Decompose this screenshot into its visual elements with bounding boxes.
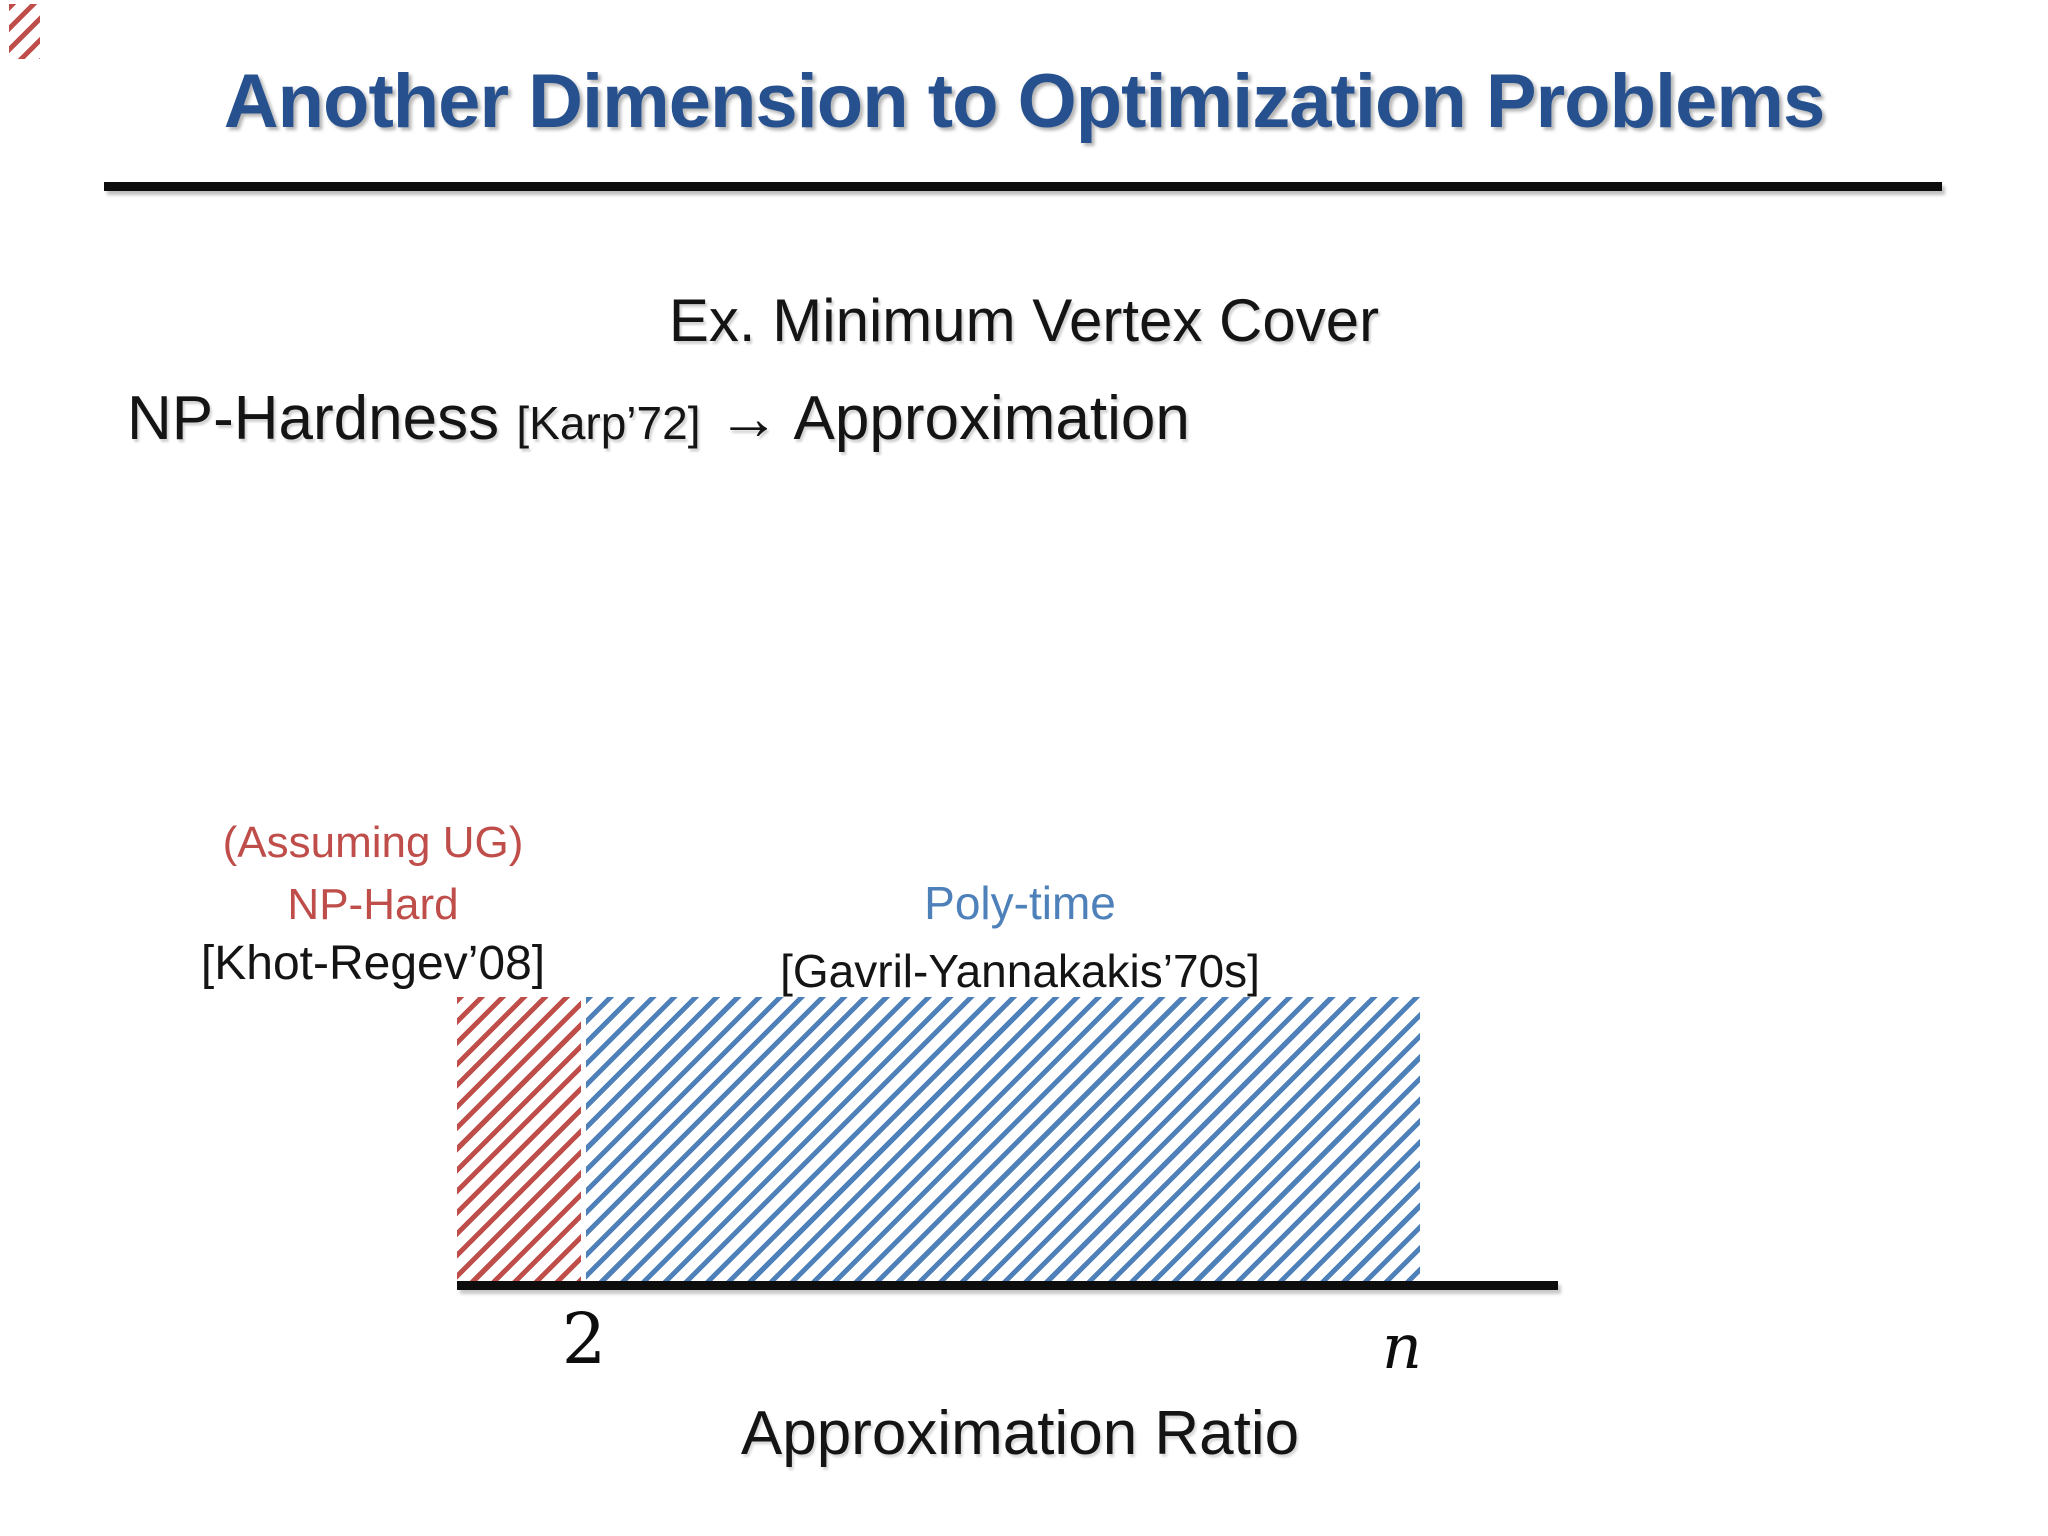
corner-hatch-artifact	[9, 4, 40, 59]
axis-tick-2: 2	[561, 1298, 607, 1380]
hard-region-hatch	[457, 997, 581, 1285]
slide-title: Another Dimension to Optimization Proble…	[223, 59, 1826, 144]
title-divider	[104, 182, 1942, 191]
statement-subject: NP-Hardness	[127, 384, 500, 453]
axis-tick-n: n	[1382, 1310, 1422, 1383]
np-hardness-statement: NP-Hardness [Karp’72] → Approximation	[127, 383, 1190, 454]
axis-line	[457, 1281, 1558, 1290]
hard-region-label-assumption: (Assuming UG)	[222, 818, 524, 867]
hard-region-citation: [Khot-Regev’08]	[200, 937, 546, 990]
axis-label: Approximation Ratio	[740, 1399, 1300, 1468]
poly-region-hatch	[586, 997, 1420, 1285]
example-heading: Ex. Minimum Vertex Cover	[668, 287, 1380, 354]
statement-result: Approximation	[793, 384, 1190, 453]
poly-region-label: Poly-time	[924, 877, 1116, 929]
statement-citation: [Karp’72]	[516, 397, 701, 449]
implies-arrow: →	[717, 384, 780, 453]
poly-region-citation: [Gavril-Yannakakis’70s]	[780, 945, 1260, 997]
hard-region-label: NP-Hard	[287, 880, 459, 929]
